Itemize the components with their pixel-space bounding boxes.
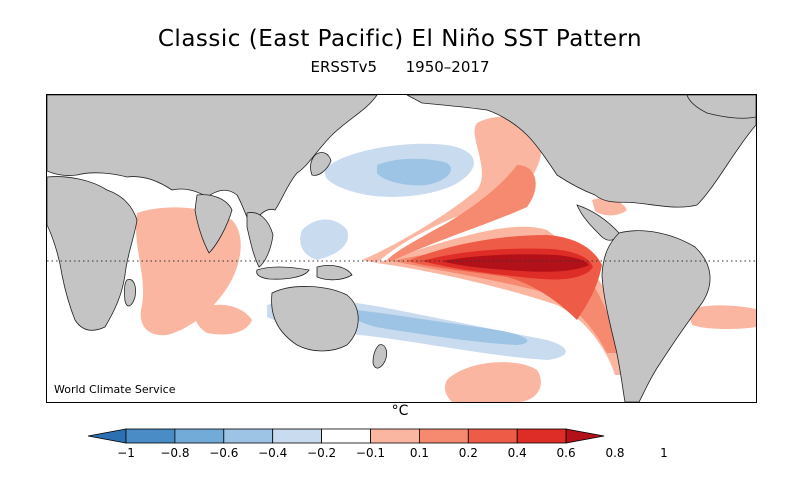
colorbar-tick-label: −1 (117, 446, 135, 460)
sst-anomaly-map (47, 95, 756, 402)
colorbar-tick-label: 1 (660, 446, 668, 460)
warm-anomaly-indian-ocean-2 (195, 304, 252, 335)
colorbar (88, 428, 605, 444)
central-america (576, 204, 620, 241)
map-subtitle: ERSSTv5 1950–2017 (310, 58, 490, 76)
cold-anomaly-south-pacific-inner (353, 310, 528, 345)
japan (310, 152, 332, 176)
cold-anomaly-north-pacific-inner (377, 158, 451, 186)
eurasia (47, 95, 378, 228)
map-title: Classic (East Pacific) El Niño SST Patte… (157, 26, 643, 52)
south-america (601, 230, 711, 402)
sst-map: World Climate Service (46, 94, 757, 403)
colorbar-bin (321, 428, 371, 444)
colorbar-bin (467, 428, 518, 444)
madagascar (124, 278, 136, 307)
colorbar-bin (223, 428, 274, 444)
warm-anomaly-0.1 (362, 116, 542, 263)
india (194, 194, 233, 254)
colorbar-high-extend (565, 428, 605, 444)
colorbar-bin (125, 428, 176, 444)
colorbar-tick-label: 0.4 (507, 446, 527, 460)
warm-anomaly-0.2 (387, 165, 536, 261)
warm-anomaly-south-atlantic (687, 305, 756, 330)
colorbar-tick-label: −0.4 (258, 446, 288, 460)
colorbar-bin (516, 428, 567, 444)
colorbar-tick-label: 0.2 (458, 446, 478, 460)
warm-anomaly-0.8 (442, 254, 589, 272)
colorbar-low-extend (88, 428, 127, 444)
land-masses (47, 95, 756, 402)
colorbar-tick-label: −0.1 (355, 446, 386, 460)
north-america (406, 95, 756, 208)
new-zealand (372, 344, 387, 369)
greenland (686, 95, 756, 119)
indonesia (256, 266, 310, 280)
se-asia (246, 212, 274, 268)
colorbar-tick-label: 0.8 (605, 446, 625, 460)
colorbar-unit: °C (391, 403, 409, 419)
colorbar-tick-label: −0.6 (209, 446, 239, 460)
colorbar-tick-label: 0.1 (409, 446, 429, 460)
colorbar-tick-label: 0.6 (556, 446, 576, 460)
colorbar-tick-label: −0.8 (160, 446, 190, 460)
colorbar-tick-label: −0.2 (307, 446, 337, 460)
warm-anomaly-southern-ocean (444, 362, 541, 402)
colorbar-bin (272, 428, 322, 444)
australia (271, 286, 359, 352)
credit-label: World Climate Service (54, 383, 176, 396)
colorbar-bin (418, 428, 469, 444)
new-guinea (316, 265, 353, 281)
cold-anomaly-west-pacific (300, 219, 348, 260)
africa (47, 176, 138, 331)
colorbar-bin (174, 428, 225, 444)
colorbar-bin (370, 428, 420, 444)
